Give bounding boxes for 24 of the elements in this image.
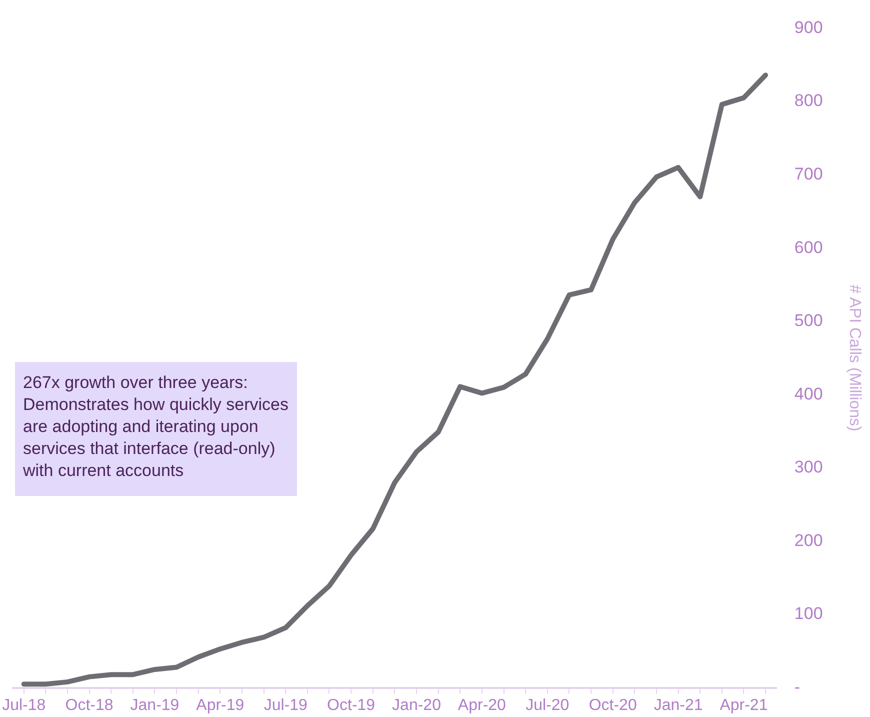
x-tick-label: Jul-19 [264,696,308,714]
y2-tick-label: 500 [794,311,823,330]
y2-tick-label: 100 [794,604,823,624]
x-tick-label: Apr-21 [720,696,768,714]
y2-tick-label: 700 [794,164,823,184]
y2-tick-label: 300 [794,458,823,477]
y2-tick-label: 400 [794,384,823,404]
annotation: 267x growth over three years: Demonstrates how quickly services are adopting and iterating upon services that interface (read-only) with current accounts [15,362,297,496]
y2-tick-label: 800 [794,91,823,110]
x-tick-label: Oct-18 [65,696,114,714]
x-tick-label: Oct-20 [588,696,637,714]
y2-tick-label: 200 [794,530,823,550]
y2-tick-label: - [794,677,800,696]
x-tick-label: Oct-19 [327,696,376,714]
x-tick-label: Apr-20 [458,696,506,714]
y2-axis-title: # API Calls (Millions) [846,284,863,432]
x-tick-label: Jul-18 [2,696,46,714]
x-tick-label: Jan-20 [392,696,442,714]
y2-tick-label: 600 [794,238,823,257]
x-tick-label: Jan-21 [654,696,703,714]
x-tick-label: Apr-19 [196,696,244,714]
y2-tick-label: 900 [794,18,823,37]
x-tick-label: Jan-19 [130,696,180,714]
x-tick-label: Jul-20 [526,696,570,714]
